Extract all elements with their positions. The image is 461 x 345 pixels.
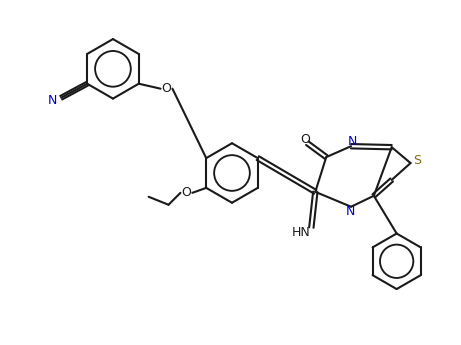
Text: HN: HN bbox=[292, 226, 311, 239]
Text: S: S bbox=[414, 154, 421, 167]
Text: O: O bbox=[161, 82, 171, 95]
Text: N: N bbox=[48, 94, 57, 107]
Text: O: O bbox=[182, 186, 191, 199]
Text: N: N bbox=[347, 135, 357, 148]
Text: O: O bbox=[301, 133, 310, 146]
Text: N: N bbox=[345, 205, 355, 218]
